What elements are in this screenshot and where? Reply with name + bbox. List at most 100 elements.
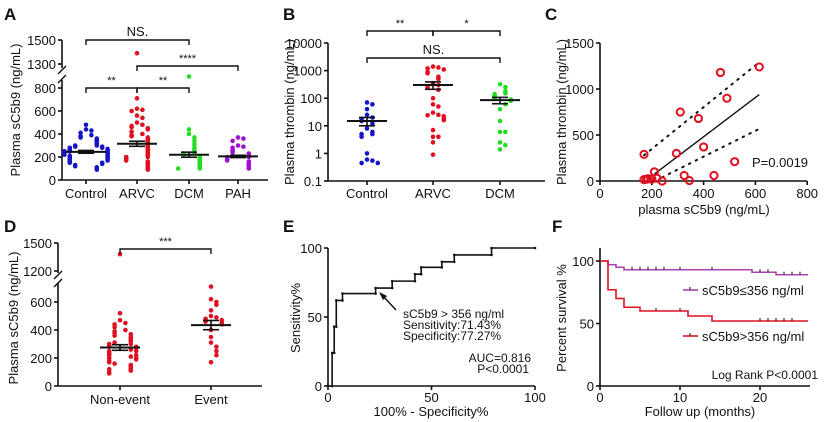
a-point-control xyxy=(99,161,105,167)
d-y-tick-label: 200 xyxy=(30,351,52,366)
a-comparison-label: NS. xyxy=(127,24,149,39)
c-point xyxy=(639,149,649,159)
f-legend-label: sC5b9≤356 ng/ml xyxy=(702,283,804,298)
a-comparison-bracket xyxy=(136,87,190,93)
b-point-arvc xyxy=(436,112,441,118)
e-x-tick-label: 0 xyxy=(324,390,331,405)
c-y-tick-label: 500 xyxy=(572,128,594,143)
e-roc-point xyxy=(452,253,456,257)
e-roc-point xyxy=(341,292,344,295)
a-comparison-label: **** xyxy=(179,53,197,65)
b-point-control xyxy=(364,100,370,105)
d-y-tick-label: 600 xyxy=(30,295,52,310)
a-point-pah xyxy=(230,150,235,155)
b-point-control xyxy=(364,112,370,118)
c-point xyxy=(715,67,726,78)
d-point-non-event xyxy=(133,357,139,362)
d-y-axis-label: Plasma sC5b9 (ng/mL) xyxy=(6,252,21,385)
c-y-tick-label: 1000 xyxy=(565,82,594,97)
a-point-arvc xyxy=(140,122,145,128)
d-point-non-event xyxy=(117,251,123,257)
b-comparison-bracket xyxy=(366,30,434,36)
d-point-non-event xyxy=(128,341,134,347)
a-point-control xyxy=(89,128,94,133)
e-auc: AUC=0.816 xyxy=(469,351,532,365)
b-point-arvc xyxy=(436,134,441,140)
c-x-tick-label: 200 xyxy=(641,186,663,201)
d-point-event xyxy=(214,348,219,354)
a-x-tick-label: ARVC xyxy=(119,186,155,201)
a-point-pah xyxy=(241,136,246,141)
e-roc-point xyxy=(390,286,394,290)
b-point-arvc xyxy=(430,134,436,140)
b-comparison-label: NS. xyxy=(423,42,445,57)
b-point-control xyxy=(370,131,375,137)
e-roc-point xyxy=(334,299,338,302)
d-point-non-event xyxy=(106,359,112,365)
b-point-dcm xyxy=(497,129,503,135)
a-point-arvc xyxy=(123,158,129,163)
e-roc-point xyxy=(390,279,394,283)
b-x-tick-label: ARVC xyxy=(415,186,451,201)
c-point xyxy=(657,176,667,186)
d-point-non-event xyxy=(106,371,112,376)
a-point-control xyxy=(94,143,100,148)
a-point-arvc xyxy=(145,154,151,160)
c-point xyxy=(730,157,740,167)
a-point-dcm xyxy=(175,166,181,171)
f-y-tick-label: 0 xyxy=(587,379,594,394)
d-point-event xyxy=(214,315,219,320)
e-roc-point xyxy=(413,272,417,276)
d-point-event xyxy=(208,284,214,289)
e-roc-point xyxy=(533,246,537,250)
a-point-arvc xyxy=(129,108,134,114)
b-comparison-label: * xyxy=(464,18,469,30)
b-point-arvc xyxy=(425,113,430,118)
d-point-event xyxy=(208,308,214,313)
a-point-dcm xyxy=(192,135,197,140)
a-point-pah xyxy=(241,144,246,149)
e-roc-point xyxy=(490,246,493,250)
e-x-axis-label: 100% - Specificity% xyxy=(374,404,489,419)
a-y-tick-label: 800 xyxy=(34,81,56,96)
e-roc-point xyxy=(440,266,444,269)
panel-label-a: A xyxy=(4,5,16,24)
a-x-tick-label: Control xyxy=(65,186,107,201)
b-point-arvc xyxy=(441,67,447,72)
axis-break-mark xyxy=(57,65,67,75)
e-roc-point xyxy=(332,325,336,328)
panel-label-b: B xyxy=(283,5,295,24)
a-point-control xyxy=(94,167,100,172)
b-y-tick-label: 1000 xyxy=(293,64,322,79)
b-point-dcm xyxy=(503,142,508,148)
b-point-control xyxy=(364,126,370,131)
f-y-tick-label: 50 xyxy=(580,317,594,332)
a-point-arvc xyxy=(134,50,140,56)
a-point-control xyxy=(72,144,78,149)
c-point xyxy=(754,62,764,72)
a-point-arvc xyxy=(145,167,151,172)
b-point-control xyxy=(364,151,370,156)
d-y-tick-label: 1500 xyxy=(23,236,52,251)
b-point-arvc xyxy=(425,70,430,76)
a-point-arvc xyxy=(129,129,134,134)
c-y-tick-label: 0 xyxy=(587,174,594,189)
d-point-non-event xyxy=(128,368,134,373)
f-x-tick-label: 10 xyxy=(673,390,687,405)
b-point-control xyxy=(364,157,370,162)
e-x-tick-label: 50 xyxy=(424,390,438,405)
c-point xyxy=(722,93,732,103)
e-roc-point xyxy=(419,272,423,276)
a-point-pah xyxy=(224,158,230,163)
e-annotation-line: Specificity:77.27% xyxy=(403,329,501,343)
a-point-arvc xyxy=(140,107,145,113)
e-annotation-line: sC5b9 > 356 ng/ml xyxy=(403,307,504,321)
b-point-arvc xyxy=(430,64,436,69)
b-comparison-bracket xyxy=(366,57,501,63)
e-annotation-line: Sensitivity:71.43% xyxy=(403,318,501,332)
a-y-tick-label: 200 xyxy=(34,150,56,165)
c-y-axis-label: Plasma thrombin (ng/mL) xyxy=(554,39,569,185)
a-comparison-label: ** xyxy=(159,75,168,87)
a-point-arvc xyxy=(134,96,140,101)
c-ci-upper-line xyxy=(643,62,759,157)
